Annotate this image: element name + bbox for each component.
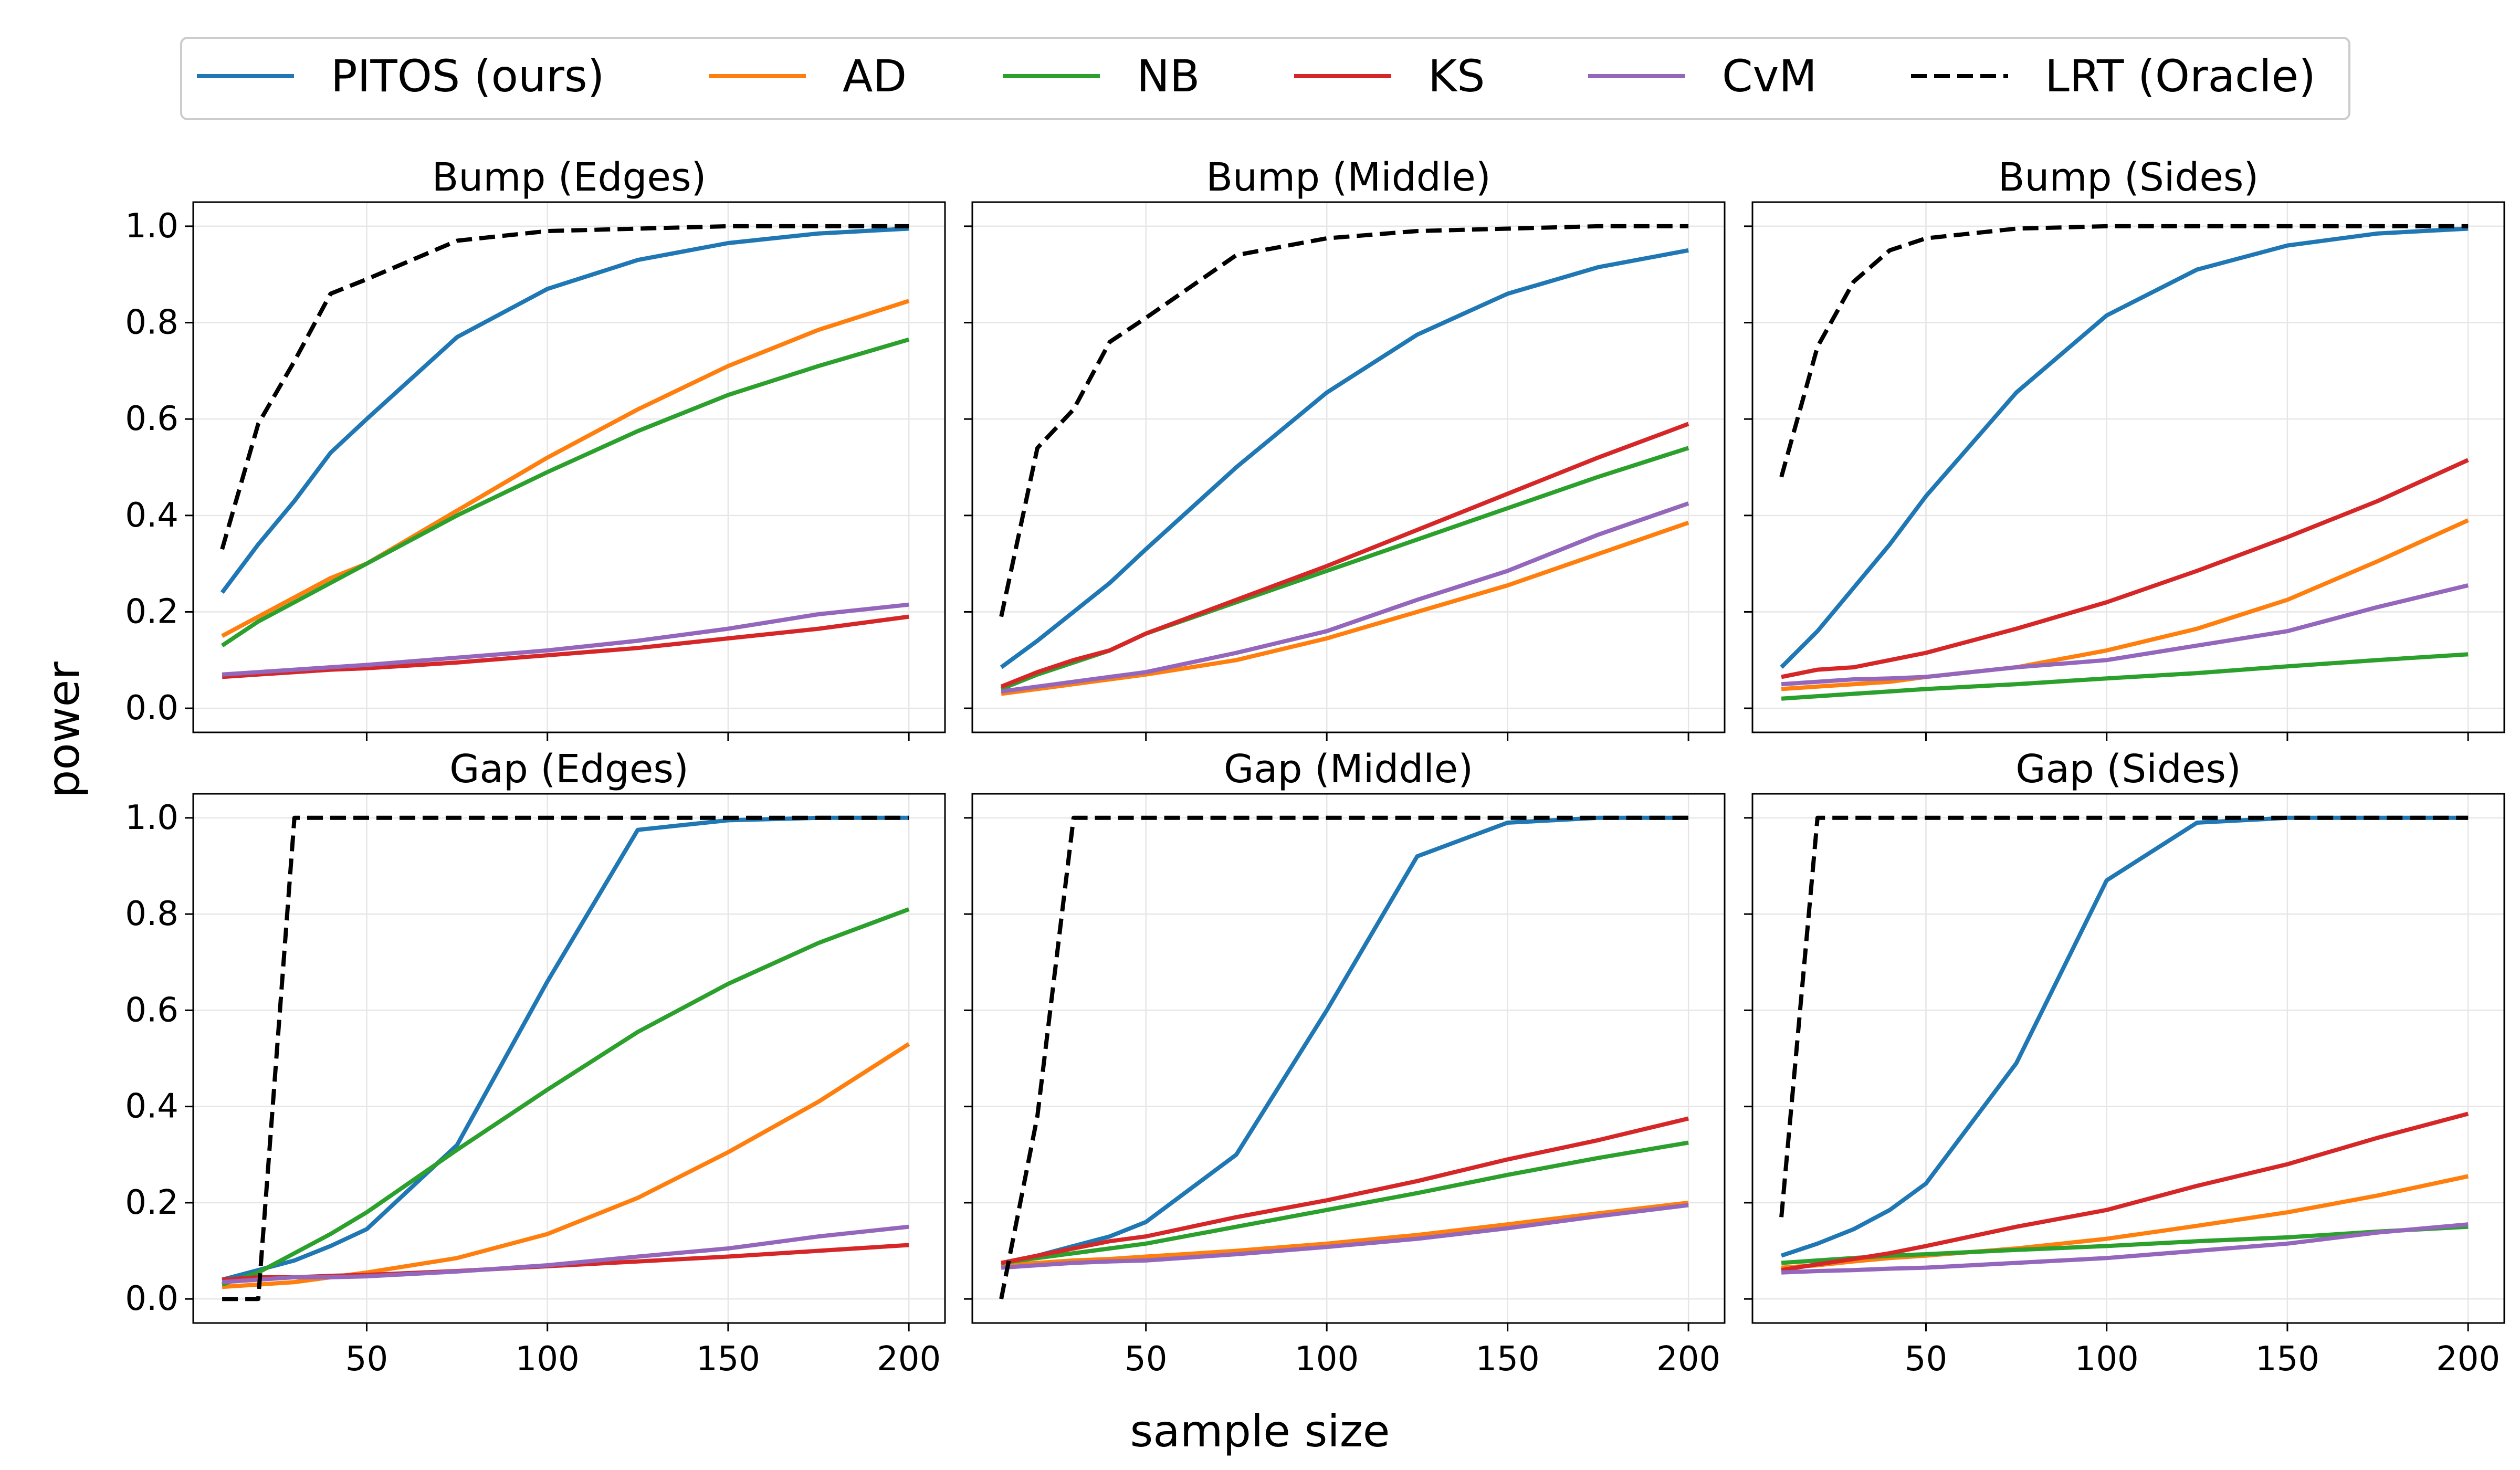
series-line-ks — [1781, 1111, 2469, 1273]
plot-frame — [192, 793, 946, 1324]
y-axis-label: power — [38, 662, 89, 798]
series-line-pitos-ours — [222, 815, 909, 1282]
series-line-lrt-oracle — [1779, 224, 2469, 478]
y-tick-label: 1.0 — [125, 207, 178, 246]
series-line-cvm — [1781, 1222, 2469, 1275]
panel-title: Bump (Middle) — [1206, 155, 1490, 200]
series-line-nb — [220, 337, 910, 648]
series-line-ad — [221, 299, 910, 638]
legend: PITOS (ours) AD NB KS CvM LRT (Oracle) — [180, 37, 2350, 120]
panel-bump-edges: Bump (Edges) 0.0 0.2 0.4 0.6 0.8 1.0 — [125, 155, 946, 741]
series-line-ks — [1781, 458, 2469, 679]
y-tick-label: 0.6 — [125, 991, 178, 1030]
series-line-pitos-ours — [220, 226, 909, 594]
series-line-pitos-ours — [1000, 248, 1689, 669]
series-line-nb — [221, 907, 910, 1287]
x-tick-label: 150 — [1476, 1340, 1540, 1379]
x-tick-label: 200 — [2436, 1340, 2500, 1379]
series-line-ad — [222, 1042, 910, 1289]
series-line-cvm — [222, 602, 909, 677]
legend-item-nb: NB — [1003, 50, 1200, 102]
series-line-pitos-ours — [1780, 226, 2469, 669]
legend-label-ad: AD — [843, 50, 907, 102]
y-tick-label: 0.2 — [125, 1183, 178, 1222]
panel-bump-middle: Bump (Middle) — [964, 155, 1726, 741]
series-line-ks — [222, 614, 909, 679]
y-tick-label: 0.8 — [125, 303, 178, 342]
legend-label-lrt-oracle: LRT (Oracle) — [2045, 50, 2316, 102]
y-tick-label: 0.6 — [125, 400, 178, 438]
series-line-lrt-oracle — [222, 815, 909, 1301]
y-tick-label: 0.4 — [125, 1087, 178, 1126]
plot-frame — [971, 793, 1726, 1324]
series-line-pitos-ours — [1780, 815, 2469, 1258]
series-line-ad — [1781, 518, 2469, 691]
x-tick-label: 100 — [2075, 1340, 2139, 1379]
legend-item-cvm: CvM — [1588, 50, 1817, 102]
panel-gap-edges: Gap (Edges) 50 100 150 200 0.0 0.2 0.4 0.6 0.8 1.0 — [125, 747, 946, 1379]
series-line-nb — [1781, 652, 2469, 701]
x-tick-label: 50 — [1125, 1340, 1167, 1379]
legend-label-cvm: CvM — [1722, 50, 1817, 102]
x-tick-label: 50 — [345, 1340, 388, 1379]
legend-item-ks: KS — [1294, 50, 1485, 102]
series-line-nb — [1001, 1140, 1689, 1265]
x-tick-label: 200 — [877, 1340, 941, 1379]
x-axis-label: sample size — [1130, 1405, 1390, 1457]
series-line-lrt-oracle — [1779, 815, 2469, 1217]
series-line-lrt-oracle — [220, 224, 909, 550]
legend-label-pitos-ours: PITOS (ours) — [331, 50, 604, 102]
x-tick-label: 150 — [696, 1340, 760, 1379]
y-tick-label: 0.0 — [125, 1279, 178, 1318]
x-tick-label: 50 — [1905, 1340, 1947, 1379]
panel-title: Gap (Edges) — [449, 747, 689, 792]
series-line-cvm — [1001, 501, 1689, 694]
plot-frame — [192, 201, 946, 733]
panel-bump-sides: Bump (Sides) — [1744, 155, 2505, 741]
panel-title: Bump (Edges) — [432, 155, 707, 200]
x-tick-label: 200 — [1656, 1340, 1720, 1379]
series-line-ks — [1001, 1116, 1689, 1265]
panel-title: Gap (Middle) — [1224, 747, 1473, 792]
series-line-ks — [1000, 422, 1689, 689]
series-line-nb — [1000, 446, 1689, 691]
plot-frame — [971, 201, 1726, 733]
x-tick-label: 150 — [2255, 1340, 2319, 1379]
panels: Bump (Edges) 0.0 0.2 0.4 0.6 0.8 1.0 Bump (Midd… — [125, 155, 2505, 1379]
y-tick-label: 0.2 — [125, 592, 178, 631]
legend-item-pitos-ours: PITOS (ours) — [197, 50, 604, 102]
legend-label-ks: KS — [1428, 50, 1485, 102]
panel-title: Bump (Sides) — [1998, 155, 2259, 200]
y-tick-label: 0.0 — [125, 689, 178, 728]
plot-frame — [1751, 201, 2505, 733]
series-line-ad — [1001, 520, 1689, 696]
series-line-cvm — [1001, 1203, 1689, 1270]
plot-frame — [1751, 793, 2505, 1324]
y-tick-label: 0.8 — [125, 895, 178, 933]
legend-item-lrt-oracle: LRT (Oracle) — [1911, 50, 2316, 102]
y-tick-label: 1.0 — [125, 799, 178, 837]
legend-item-ad: AD — [709, 50, 907, 102]
panel-gap-middle: Gap (Middle) 50 100 150 200 — [964, 747, 1726, 1379]
panel-gap-sides: Gap (Sides) 50 100 150 200 — [1744, 747, 2505, 1379]
x-tick-label: 100 — [516, 1340, 580, 1379]
panel-title: Gap (Sides) — [2015, 747, 2241, 792]
series-line-cvm — [222, 1224, 909, 1285]
series-line-ad — [1001, 1200, 1689, 1267]
y-tick-label: 0.4 — [125, 496, 178, 535]
legend-label-nb: NB — [1137, 50, 1200, 102]
legend-box — [180, 37, 2350, 120]
x-tick-label: 100 — [1295, 1340, 1359, 1379]
series-line-cvm — [1781, 583, 2469, 687]
series-line-lrt-oracle — [999, 815, 1689, 1299]
